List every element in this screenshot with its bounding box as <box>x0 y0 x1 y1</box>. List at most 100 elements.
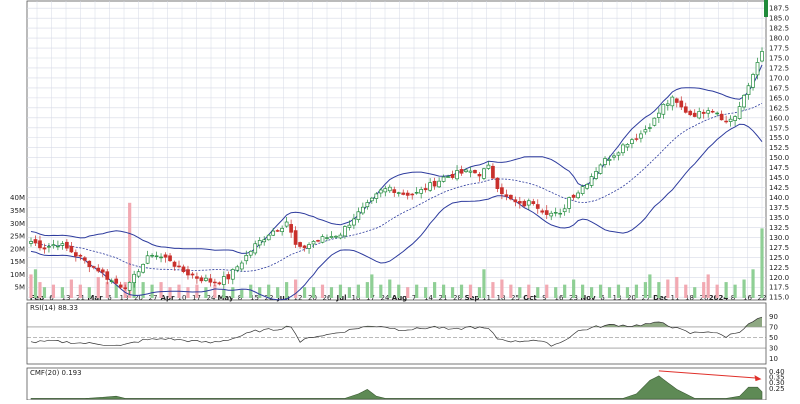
candle-body <box>509 194 513 200</box>
candle-body <box>204 277 208 281</box>
volume-bar <box>607 287 612 298</box>
volume-bar <box>616 284 621 298</box>
candle-body <box>692 112 697 117</box>
price-tick-label: 167.5 <box>769 84 789 92</box>
volume-bar <box>625 287 630 298</box>
volume-bar <box>397 284 401 298</box>
candle-body <box>208 278 213 283</box>
candle-body <box>82 257 87 261</box>
candle-body <box>248 250 253 256</box>
x-tick-label: 24 <box>207 294 216 302</box>
volume-bar <box>441 284 446 298</box>
candle-body <box>73 252 78 257</box>
volume-bar <box>128 202 132 298</box>
price-plot-frame <box>26 0 767 301</box>
candle-body <box>616 152 621 156</box>
candle-body <box>719 113 724 121</box>
volume-bar <box>598 284 603 298</box>
volume-bar <box>213 284 217 298</box>
candle-body <box>405 192 410 196</box>
volume-bar <box>563 284 567 298</box>
candle-body <box>670 96 675 107</box>
candle-body <box>464 169 468 172</box>
volume-tick-label: 5M <box>15 284 26 292</box>
candle-body <box>195 276 199 279</box>
candle-body <box>751 74 755 88</box>
candle-body <box>500 187 504 195</box>
volume-bar <box>33 269 38 298</box>
candle-body <box>221 276 226 285</box>
candle-body <box>118 284 123 288</box>
volume-bar <box>338 284 343 298</box>
rsi-label: RSI(14) 88.33 <box>30 304 79 312</box>
volume-bar <box>370 274 374 298</box>
x-tick-label: 11 <box>482 294 491 302</box>
cmf-panel: 0.400.350.300.25 <box>26 367 785 401</box>
rsi-plot-frame <box>26 302 767 365</box>
volume-tick-label: 35M <box>10 207 25 215</box>
price-tick-label: 122.5 <box>769 264 789 272</box>
candle-body <box>87 260 92 268</box>
candle-body <box>56 245 60 248</box>
rsi-tick-label: 30 <box>769 345 778 353</box>
candle-body <box>580 186 585 194</box>
cmf-tick-label: 0.40 <box>769 368 785 376</box>
candle-body <box>320 236 325 243</box>
candle-body <box>482 168 486 179</box>
candle-body <box>603 158 607 165</box>
candle-body <box>302 245 307 249</box>
candle-body <box>697 111 702 119</box>
volume-bar <box>195 284 199 298</box>
divergence-arrowhead <box>754 375 762 382</box>
candle-body <box>491 165 495 179</box>
candle-body <box>737 106 742 119</box>
price-tick-label: 180.0 <box>769 35 789 43</box>
price-tick-label: 115.0 <box>769 294 789 302</box>
candle-body <box>652 117 657 126</box>
price-tick-label: 127.5 <box>769 244 789 252</box>
candle-body <box>356 211 361 220</box>
candle-body <box>33 239 38 244</box>
x-tick-label: 12 <box>294 294 303 302</box>
volume-bar <box>581 284 585 298</box>
price-tick-label: 125.0 <box>769 254 789 262</box>
candle-body <box>253 243 258 254</box>
candle-body <box>369 197 374 202</box>
candle-body <box>643 129 648 133</box>
candle-body <box>284 221 289 227</box>
candle-body <box>665 103 670 106</box>
price-tick-label: 182.5 <box>769 25 789 33</box>
candle-body <box>316 240 320 242</box>
x-tick-label: 25 <box>511 294 520 302</box>
volume-bar <box>379 284 383 298</box>
volume-bar <box>60 287 64 298</box>
volume-bar <box>468 284 473 298</box>
candle-body <box>172 261 177 267</box>
candle-body <box>141 263 145 273</box>
volume-bar <box>450 287 455 298</box>
volume-bar <box>105 282 109 298</box>
volume-bar <box>293 279 298 298</box>
volume-bar <box>724 282 728 298</box>
candle-body <box>473 169 477 174</box>
candle-body <box>755 62 760 76</box>
volume-bar <box>159 282 163 298</box>
candle-body <box>154 255 159 258</box>
candle-body <box>710 110 715 113</box>
candle-body <box>683 106 688 113</box>
candle-body <box>257 240 262 246</box>
cmf-label: CMF(20) 0.193 <box>30 369 82 377</box>
candle-body <box>127 282 132 291</box>
volume-tick-label: 20M <box>10 245 25 253</box>
x-tick-label: 20 <box>134 294 143 302</box>
price-tick-label: 160.0 <box>769 114 789 122</box>
volume-bar <box>267 284 271 298</box>
candle-body <box>576 192 580 199</box>
x-tick-label: Dec <box>653 294 668 302</box>
rsi-tick-label: 90 <box>769 313 778 321</box>
candle-body <box>562 208 567 213</box>
cmf-tick-label: 0.30 <box>769 379 785 387</box>
x-tick-label: May <box>217 294 233 302</box>
